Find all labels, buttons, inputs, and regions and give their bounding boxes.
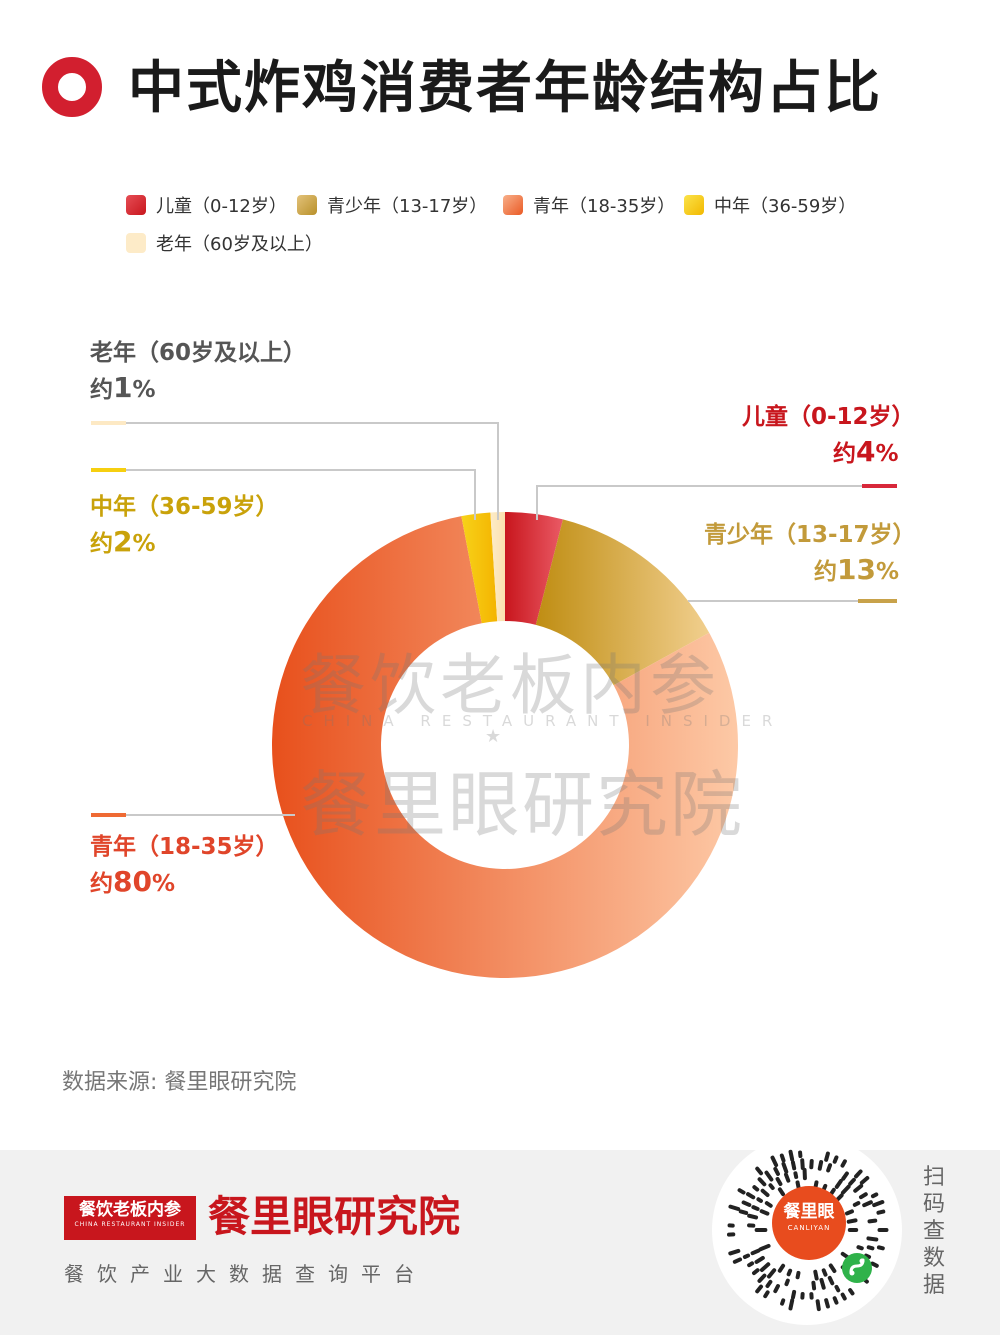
legend-item-teen: 青少年（13-17岁）	[297, 192, 487, 218]
slice-youth	[271, 516, 739, 978]
brand-logo-box: 餐饮老板内参 CHINA RESTAURANT INSIDER	[64, 1196, 196, 1240]
legend-swatch-middle	[684, 195, 704, 215]
watermark-brand: 餐里眼研究院	[300, 763, 745, 847]
legend-item-elder: 老年（60岁及以上）	[126, 230, 323, 256]
brand-logo-en: CHINA RESTAURANT INSIDER	[74, 1221, 186, 1228]
legend-swatch-elder	[126, 233, 146, 253]
legend-item-child: 儿童（0-12岁）	[126, 192, 287, 218]
qr-code[interactable]	[712, 1135, 902, 1325]
slice-child	[505, 512, 563, 625]
legend-swatch-youth	[503, 195, 523, 215]
data-source: 数据来源: 餐里眼研究院	[62, 1070, 297, 1095]
legend-label: 老年（60岁及以上）	[156, 234, 323, 255]
qr-center-logo: 餐里眼 CANLIYAN	[772, 1186, 846, 1260]
slice-elder	[490, 512, 505, 622]
scan-hint: 扫码查数据	[922, 1165, 945, 1298]
leader-line-elder	[91, 422, 499, 520]
label-elder-name: 老年（60岁及以上）	[90, 340, 307, 366]
legend-label: 青年（18-35岁）	[533, 196, 676, 217]
label-child-name: 儿童（0-12岁）	[742, 404, 915, 430]
label-teen-value: 约13%	[814, 553, 900, 586]
leader-line-child	[536, 485, 897, 520]
label-child-value: 约4%	[833, 435, 899, 468]
legend-label: 中年（36-59岁）	[714, 196, 857, 217]
label-youth-value: 约80%	[90, 865, 176, 898]
legend-item-middle: 中年（36-59岁）	[684, 192, 856, 218]
watermark-title: 餐饮老板内参	[300, 647, 720, 724]
qr-center-en: CANLIYAN	[787, 1224, 831, 1232]
donut-chart	[91, 421, 897, 978]
watermark-subtitle: CHINA RESTAURANT INSIDER	[302, 712, 784, 730]
label-middle-name: 中年（36-59岁）	[90, 494, 279, 520]
page-title: 中式炸鸡消费者年龄结构占比	[128, 56, 882, 121]
legend-item-youth: 青年（18-35岁）	[503, 192, 675, 218]
legend-swatch-teen	[297, 195, 317, 215]
legend-swatch-child	[126, 195, 146, 215]
brand-logo-cn: 餐饮老板内参	[79, 1200, 181, 1220]
slice-teen	[535, 519, 710, 686]
footer-tagline: 餐饮产业大数据查询平台	[64, 1262, 427, 1286]
legend-label: 儿童（0-12岁）	[156, 196, 287, 217]
watermark-star-icon: ★	[485, 726, 502, 747]
mini-program-icon	[842, 1253, 872, 1283]
leader-line-middle	[91, 469, 476, 520]
label-youth-name: 青年（18-35岁）	[90, 834, 279, 860]
label-teen-name: 青少年（13-17岁）	[704, 522, 916, 548]
footer-brand: 餐里眼研究院	[208, 1192, 461, 1241]
qr-center-cn: 餐里眼	[783, 1202, 835, 1222]
label-elder-value: 约1%	[90, 371, 156, 404]
slice-middle	[461, 512, 498, 624]
label-middle-value: 约2%	[90, 525, 156, 558]
legend-label: 青少年（13-17岁）	[327, 196, 488, 217]
